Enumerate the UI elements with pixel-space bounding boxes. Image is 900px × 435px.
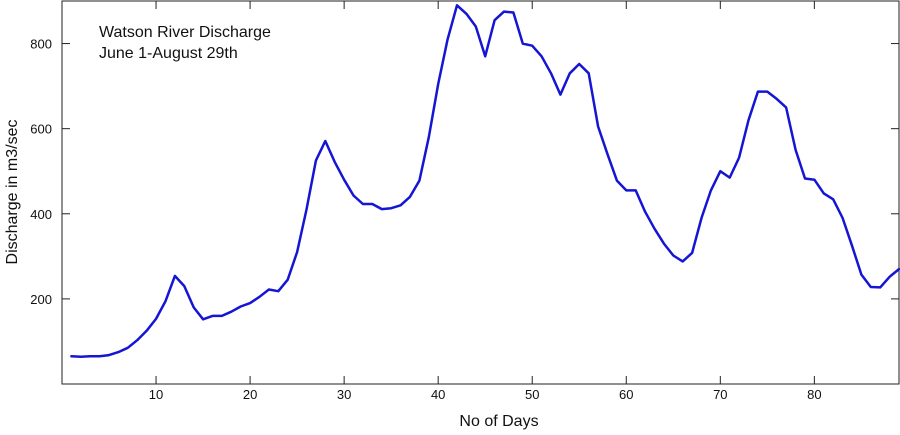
plot-frame (61, 0, 900, 385)
x-tick-label: 40 (431, 387, 445, 402)
x-axis-ticks: 10 20 30 40 50 60 70 80 (149, 1, 822, 402)
x-tick-label: 70 (713, 387, 727, 402)
y-tick-label: 600 (30, 122, 52, 137)
y-axis-ticks: 200 400 600 800 (30, 37, 899, 307)
y-axis-label: Discharge in m3/sec (4, 120, 21, 265)
y-tick-label: 200 (30, 292, 52, 307)
x-tick-label: 30 (337, 387, 351, 402)
x-tick-label: 80 (807, 387, 821, 402)
discharge-line (70, 4, 900, 359)
x-tick-label: 20 (243, 387, 257, 402)
chart-title: Watson River Discharge (99, 24, 271, 41)
y-tick-label: 400 (30, 207, 52, 222)
x-tick-label: 60 (619, 387, 633, 402)
y-tick-label: 800 (30, 37, 52, 52)
x-tick-label: 10 (149, 387, 163, 402)
x-axis-label: No of Days (459, 413, 538, 430)
x-tick-label: 50 (525, 387, 539, 402)
chart-subtitle: June 1-August 29th (99, 45, 238, 62)
